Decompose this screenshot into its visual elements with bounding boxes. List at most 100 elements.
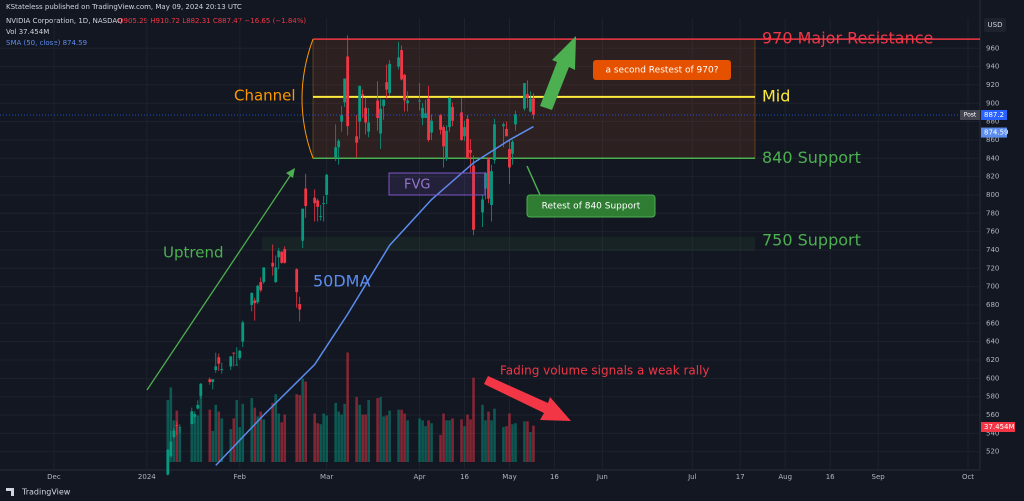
volume-bar — [256, 416, 260, 462]
candle-body — [199, 383, 203, 396]
y-tick-label: 840 — [986, 154, 999, 162]
y-tick-label: 740 — [986, 246, 999, 254]
publisher: KStateless published on TradingView.com,… — [6, 3, 242, 11]
fvg-box — [388, 172, 486, 196]
level-label: 840 Support — [762, 148, 861, 167]
footer-brand: TradingView — [21, 488, 71, 497]
volume-bar — [490, 420, 493, 462]
volume-bar — [484, 420, 487, 462]
volume-arrow — [484, 376, 571, 421]
post-tag-box — [960, 110, 980, 121]
volume-bar — [217, 411, 221, 462]
volume-bar — [199, 388, 203, 462]
volume-bar — [460, 419, 463, 462]
volume-bar — [334, 402, 337, 462]
volume-bar — [523, 421, 526, 462]
candle-body — [277, 250, 281, 258]
candle-body — [334, 147, 338, 158]
volume-bar — [466, 414, 469, 462]
candle-body — [463, 127, 466, 137]
candle-body — [343, 78, 347, 103]
retest-box — [526, 194, 656, 218]
volume-bar — [283, 414, 287, 462]
volume-bar — [367, 399, 370, 462]
volume-bar — [220, 418, 224, 462]
candle-body — [418, 100, 421, 102]
candle-body — [469, 150, 472, 153]
volume-bar — [262, 419, 266, 462]
uptrend-arrowhead — [286, 168, 295, 178]
candle-body — [445, 130, 448, 160]
candle-body — [358, 85, 362, 122]
volume-bar — [169, 387, 173, 462]
candle-body — [178, 426, 182, 428]
volume-bar — [358, 404, 361, 462]
sma-line — [215, 125, 534, 466]
candle-body — [325, 174, 329, 195]
currency[interactable]: USD — [988, 21, 1003, 29]
candle-body — [451, 106, 454, 121]
volume-bar — [469, 419, 472, 462]
volume-legend: Vol 37.454M — [6, 28, 49, 36]
candle-body — [280, 251, 284, 263]
volume-bar — [487, 411, 490, 462]
candle-body — [484, 172, 487, 189]
volume-bar — [172, 420, 176, 462]
volume-bar — [304, 381, 307, 462]
candle-body — [211, 379, 215, 382]
volume-bar — [277, 413, 281, 462]
volume-bar — [250, 398, 254, 462]
candle-body — [298, 304, 302, 310]
candle-body — [256, 285, 260, 303]
volume-bar — [427, 420, 430, 462]
candle-body — [193, 414, 197, 417]
candle-body — [403, 74, 406, 101]
currency-button[interactable] — [984, 18, 1006, 32]
candle-body — [241, 322, 245, 342]
volume-bar — [253, 407, 257, 462]
volume-bar — [364, 414, 367, 462]
volume-bar — [505, 426, 508, 462]
volume-bar — [430, 423, 433, 462]
candle-body — [262, 267, 266, 283]
fvg-label: FVG — [404, 178, 430, 193]
volume-bar — [397, 409, 400, 462]
volume-bar — [502, 427, 505, 462]
x-tick-label: Oct — [962, 473, 974, 481]
candle-body — [427, 98, 430, 140]
candle-body — [301, 208, 305, 241]
volume-bar — [325, 415, 328, 462]
candle-body — [493, 124, 496, 161]
y-tick-label: 880 — [986, 118, 999, 126]
volume-bar — [382, 416, 385, 462]
candle-body — [316, 200, 320, 207]
candle-body — [490, 171, 493, 206]
y-tick-label: 560 — [986, 411, 999, 419]
volume-bar — [166, 399, 170, 462]
y-tick-label: 640 — [986, 338, 999, 346]
candle-body — [346, 56, 350, 127]
volume-bar — [526, 421, 529, 462]
candle-body — [220, 369, 224, 371]
candle-body — [340, 115, 344, 122]
volume-bar — [418, 418, 421, 462]
volume-bar — [355, 397, 358, 462]
candle-body — [364, 107, 368, 123]
candle-body — [319, 216, 323, 217]
sma-legend: SMA (50, close) 874.59 — [6, 39, 87, 47]
candle-body — [235, 364, 239, 366]
candle-body — [382, 99, 386, 107]
volume-bar — [298, 395, 301, 462]
x-tick-label: Aug — [778, 473, 792, 481]
volume-bar — [274, 394, 278, 462]
y-tick-label: 660 — [986, 319, 999, 327]
price-tag-box — [981, 110, 1007, 121]
candle-body — [400, 50, 403, 80]
candle-body — [385, 82, 389, 90]
volume-bar — [343, 403, 346, 462]
x-tick-label: May — [502, 473, 516, 481]
volume-bar — [400, 409, 403, 462]
volume-bar — [442, 413, 445, 462]
y-tick-label: 720 — [986, 264, 999, 272]
